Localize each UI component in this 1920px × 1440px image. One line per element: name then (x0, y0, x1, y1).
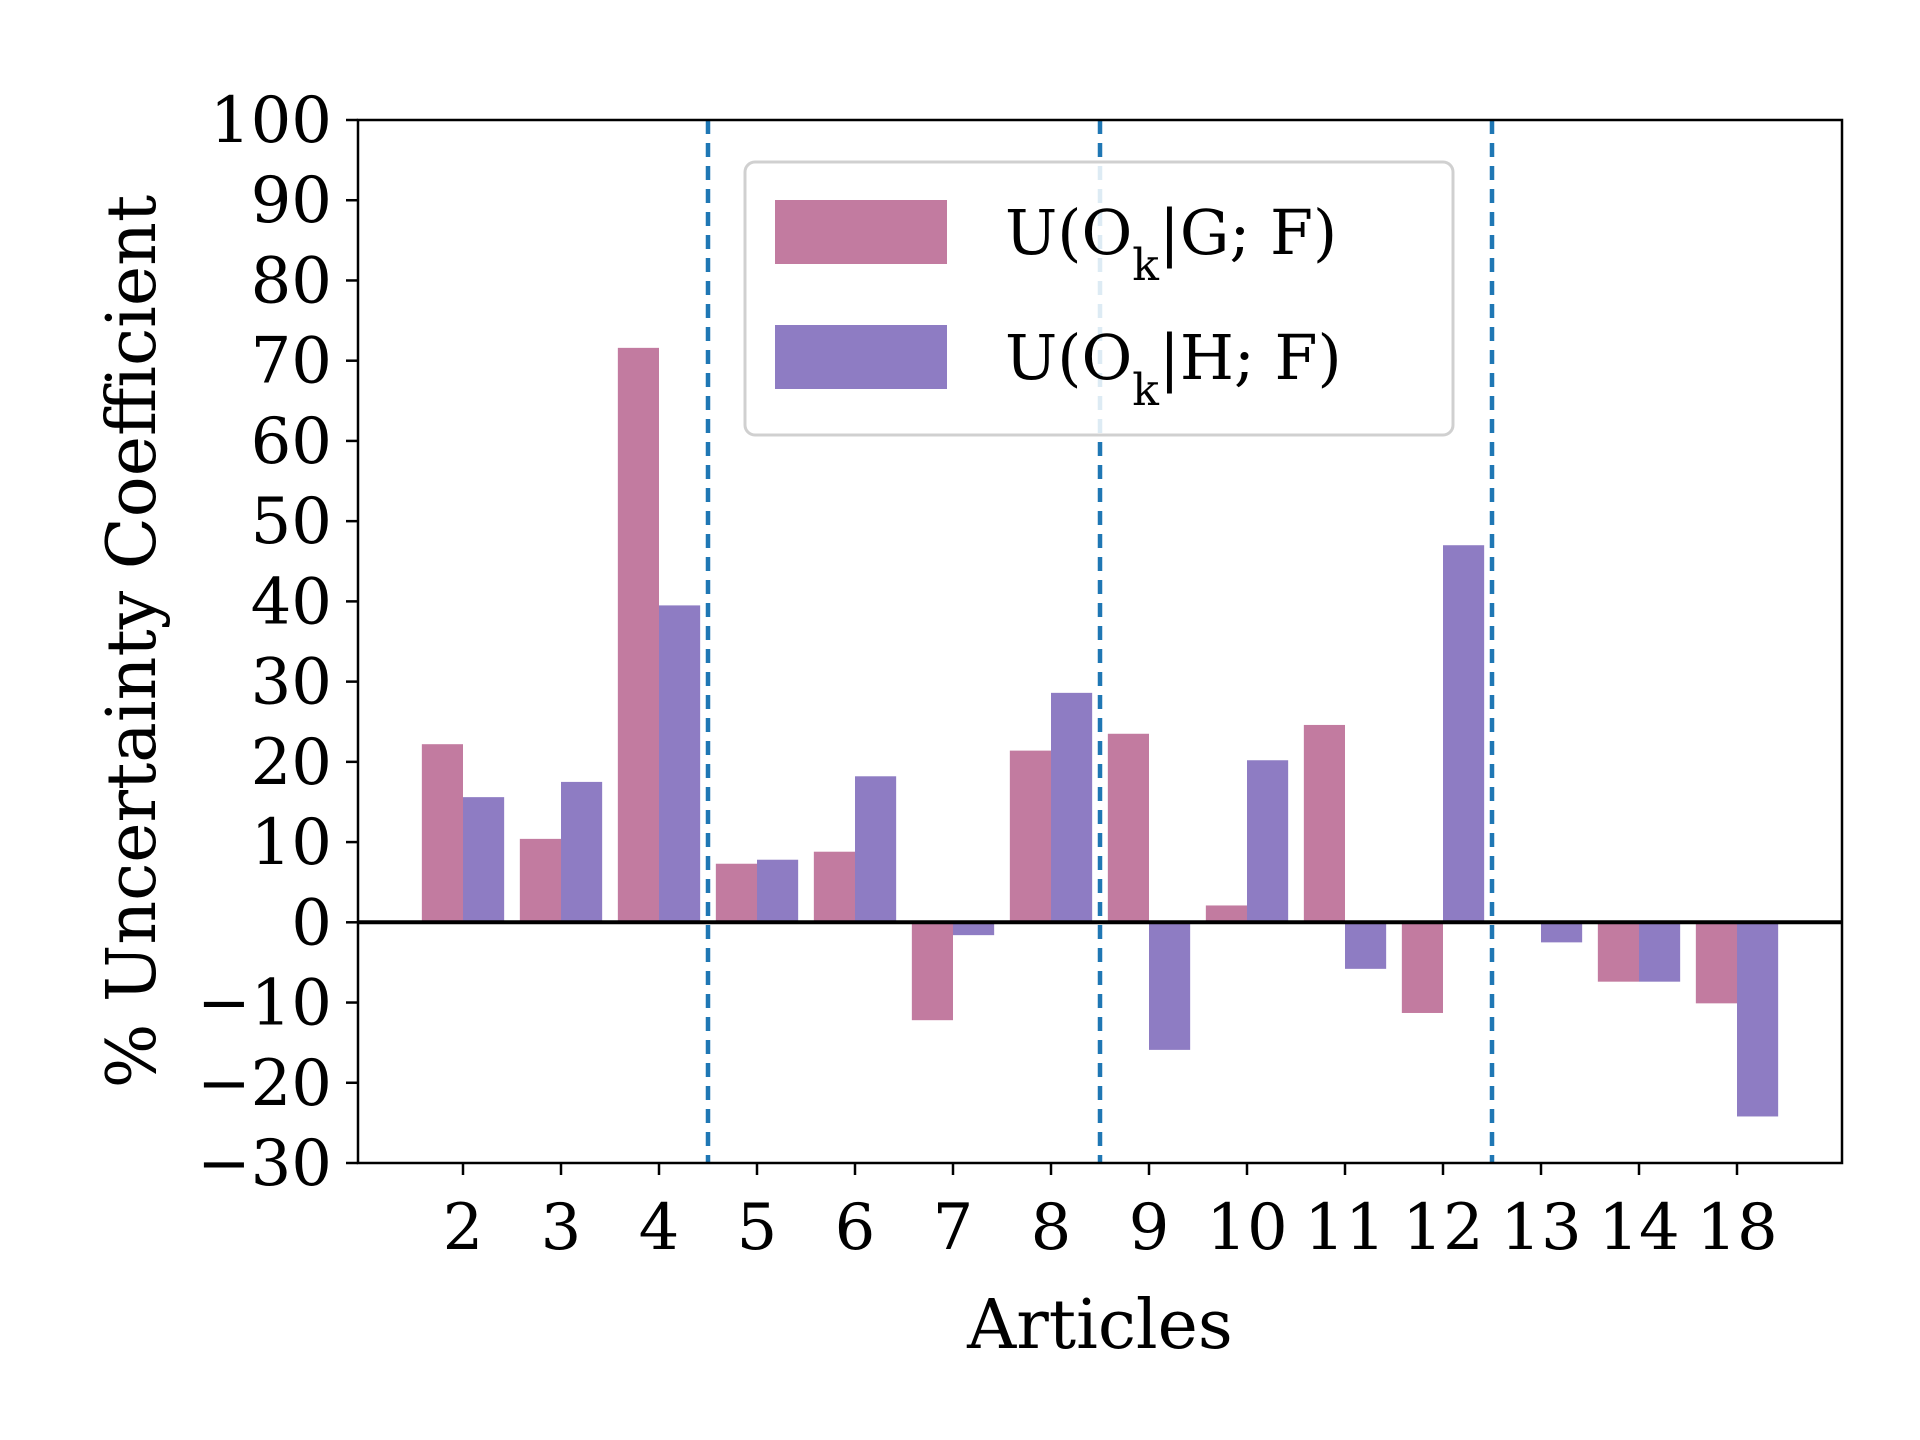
x-tick-label: 11 (1304, 1191, 1385, 1265)
x-tick-label: 9 (1129, 1191, 1170, 1265)
bar-g-12 (1401, 922, 1443, 1013)
x-tick-label: 3 (541, 1191, 582, 1265)
bar-g-10 (1205, 905, 1247, 923)
bar-h-8 (1051, 692, 1093, 923)
bar-g-4 (617, 347, 659, 923)
bar-g-2 (421, 744, 463, 923)
y-tick-label: 70 (251, 325, 332, 399)
legend-label-h: U(Ok|H; F) (1005, 321, 1342, 416)
y-tick-label: 80 (251, 244, 332, 318)
x-tick-label: 6 (835, 1191, 876, 1265)
bar-h-7 (953, 922, 995, 936)
y-tick-label: 10 (251, 806, 332, 880)
y-tick-label: 90 (251, 164, 332, 238)
bar-g-7 (911, 922, 953, 1021)
x-tick-label: 12 (1402, 1191, 1483, 1265)
bar-g-11 (1303, 724, 1345, 923)
x-tick-label: 8 (1031, 1191, 1072, 1265)
y-tick-label: 50 (251, 485, 332, 559)
x-tick-label: 14 (1598, 1191, 1679, 1265)
bar-h-3 (561, 781, 603, 923)
bar-h-5 (757, 859, 799, 923)
y-tick-label: 20 (251, 726, 332, 800)
y-tick-label: 30 (251, 646, 332, 720)
bar-h-9 (1149, 922, 1191, 1050)
bar-g-18 (1695, 922, 1737, 1004)
y-tick-label: −10 (197, 967, 332, 1041)
legend-swatch-g (775, 200, 947, 264)
x-axis: 2 3 4 5 6 7 8 9 10 11 12 13 14 18 (443, 1163, 1778, 1265)
bars-layer (421, 347, 1779, 1117)
y-tick-label: −20 (197, 1047, 332, 1121)
x-tick-label: 7 (933, 1191, 974, 1265)
bar-h-14 (1639, 922, 1681, 982)
bar-h-18 (1737, 922, 1779, 1117)
bar-g-8 (1009, 750, 1051, 923)
x-tick-label: 5 (737, 1191, 778, 1265)
x-tick-label: 4 (639, 1191, 680, 1265)
y-tick-label: 0 (291, 886, 332, 960)
bar-h-13 (1541, 922, 1583, 943)
bar-h-6 (855, 776, 897, 923)
bar-h-10 (1247, 760, 1289, 923)
legend-swatch-h (775, 325, 947, 389)
legend: U(Ok|G; F) U(Ok|H; F) (743, 160, 1455, 437)
legend-label-g: U(Ok|G; F) (1005, 196, 1337, 291)
plot-frame (356, 118, 1844, 1165)
y-tick-label: 40 (251, 565, 332, 639)
x-tick-label: 2 (443, 1191, 484, 1265)
bar-g-3 (519, 838, 561, 923)
bar-g-5 (715, 863, 757, 923)
bar-h-2 (463, 797, 505, 923)
bar-h-12 (1443, 545, 1485, 923)
y-tick-label: −30 (197, 1127, 332, 1201)
y-tick-label: 100 (210, 84, 332, 158)
bar-g-9 (1107, 733, 1149, 923)
x-tick-label: 18 (1696, 1191, 1777, 1265)
bar-h-11 (1345, 922, 1387, 969)
bar-g-14 (1597, 922, 1639, 982)
y-tick-label: 60 (251, 405, 332, 479)
x-tick-label: 13 (1500, 1191, 1581, 1265)
y-axis-title: % Uncertainty Coefficient (93, 195, 172, 1088)
x-axis-title: Articles (966, 1286, 1233, 1365)
bar-h-4 (659, 605, 701, 923)
bar-g-6 (813, 851, 855, 923)
x-tick-label: 10 (1206, 1191, 1287, 1265)
